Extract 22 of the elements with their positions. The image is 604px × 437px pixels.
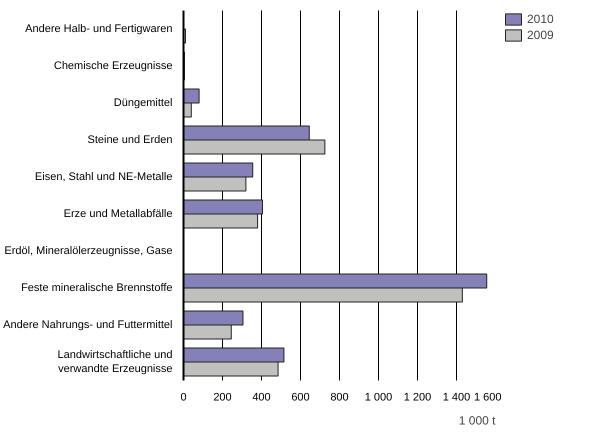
x-tick-label: 1 600	[474, 392, 502, 404]
x-tick-label: 1 200	[404, 392, 432, 404]
x-tick-label: 800	[330, 392, 349, 404]
y-tick-label: Andere Nahrungs- und Futtermittel	[3, 319, 173, 331]
x-tick-label: 200	[213, 392, 232, 404]
y-tick-label: Erdöl, Mineralölerzeugnisse, Gase	[4, 245, 173, 257]
y-tick-label: Erze und Metallabfälle	[64, 208, 173, 220]
x-tick-label: 600	[291, 392, 310, 404]
y-tick-label: Steine und Erden	[87, 134, 173, 146]
x-axis-title: 1 000 t	[458, 414, 496, 428]
x-tick-label: 0	[180, 392, 187, 404]
x-tick-label: 1 000	[364, 392, 392, 404]
x-tick-label: 400	[252, 392, 271, 404]
legend-label: 2010	[527, 12, 554, 26]
x-tick-label: 1 400	[442, 392, 470, 404]
y-tick-label: Eisen, Stahl und NE-Metalle	[34, 171, 173, 183]
y-tick-label: Feste mineralische Brennstoffe	[21, 282, 173, 294]
y-tick-label: Landwirtschaftliche und verwandte Erzeugnisse	[58, 348, 173, 376]
legend-label: 2009	[527, 28, 554, 42]
y-tick-label: Chemische Erzeugnisse	[54, 60, 173, 72]
y-tick-label: Düngemittel	[114, 97, 173, 109]
y-tick-label: Andere Halb- und Fertigwaren	[25, 23, 173, 35]
